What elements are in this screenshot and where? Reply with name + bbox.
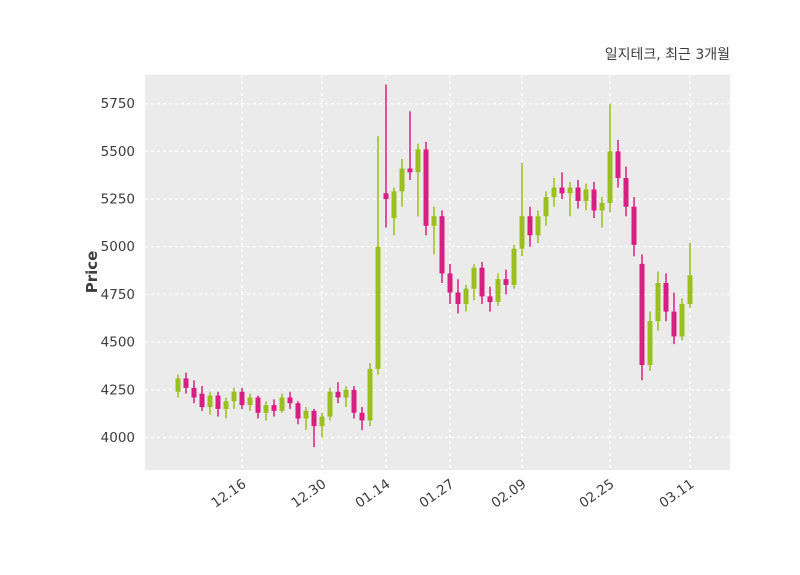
- y-tick-label: 5250: [101, 192, 135, 208]
- x-tick-label: 02.09: [488, 476, 529, 511]
- candle: [631, 197, 637, 257]
- candle: [431, 206, 437, 255]
- candle: [511, 244, 517, 289]
- candle: [439, 210, 445, 283]
- candle: [591, 181, 597, 219]
- candle: [639, 254, 645, 381]
- candles: [175, 84, 693, 448]
- candle: [351, 386, 357, 419]
- candle: [279, 393, 285, 413]
- candle: [359, 407, 365, 430]
- candle: [263, 401, 269, 421]
- candle: [487, 286, 493, 312]
- y-tick-label: 5000: [101, 239, 135, 255]
- x-tick-label: 01.27: [416, 476, 457, 511]
- chart-title: 일지테크, 최근 3개월: [604, 47, 730, 63]
- candle: [519, 162, 525, 257]
- x-tick-label: 02.25: [576, 476, 617, 511]
- candle: [607, 103, 613, 213]
- candle: [375, 136, 381, 375]
- candle: [271, 399, 277, 417]
- candle: [327, 387, 333, 421]
- y-tick-label: 4000: [101, 430, 135, 446]
- candle: [567, 181, 573, 217]
- candle: [423, 141, 429, 236]
- candle: [463, 284, 469, 312]
- candle: [615, 139, 621, 188]
- candle: [647, 311, 653, 371]
- candle: [503, 269, 509, 295]
- x-tick-label: 12.16: [208, 476, 249, 511]
- y-tick-label: 4250: [101, 382, 135, 398]
- candle: [383, 84, 389, 228]
- candle: [535, 210, 541, 243]
- candle: [223, 397, 229, 419]
- candle: [199, 386, 205, 411]
- candle: [655, 271, 661, 331]
- candle: [551, 178, 557, 207]
- candle: [183, 372, 189, 394]
- y-tick-label: 4500: [101, 335, 135, 351]
- candle: [215, 391, 221, 417]
- candle: [319, 412, 325, 438]
- candle: [175, 374, 181, 398]
- candle: [239, 387, 245, 409]
- x-tick-label: 12.30: [288, 476, 329, 511]
- candle: [231, 387, 237, 409]
- x-tick-label: 01.14: [352, 476, 393, 511]
- candle: [687, 242, 693, 308]
- candle: [287, 391, 293, 409]
- candle: [575, 179, 581, 209]
- candle: [335, 382, 341, 404]
- candle: [495, 273, 501, 306]
- candle: [367, 363, 373, 427]
- candle: [527, 206, 533, 247]
- candle: [255, 395, 261, 419]
- candle: [343, 386, 349, 408]
- y-tick-label: 4750: [101, 287, 135, 303]
- y-tick-label: 5500: [101, 144, 135, 160]
- candle: [559, 172, 565, 200]
- candle: [599, 197, 605, 228]
- candle: [671, 292, 677, 345]
- candle: [623, 166, 629, 217]
- candle: [399, 158, 405, 207]
- candle: [295, 401, 301, 425]
- candle: [247, 393, 253, 411]
- candle: [303, 407, 309, 430]
- x-tick-label: 03.11: [656, 476, 697, 511]
- candle: [455, 279, 461, 314]
- candle: [679, 298, 685, 341]
- y-tick-label: 5750: [101, 96, 135, 112]
- candle: [207, 391, 213, 415]
- candle: [415, 143, 421, 217]
- candle: [407, 111, 413, 180]
- candle: [191, 380, 197, 404]
- candle: [471, 263, 477, 301]
- candle: [391, 187, 397, 236]
- candle: [543, 191, 549, 226]
- candle: [479, 262, 485, 304]
- candle: [663, 273, 669, 322]
- candle: [447, 263, 453, 304]
- y-axis-label: Price: [83, 250, 101, 294]
- candle: [583, 183, 589, 211]
- candle: [311, 408, 317, 448]
